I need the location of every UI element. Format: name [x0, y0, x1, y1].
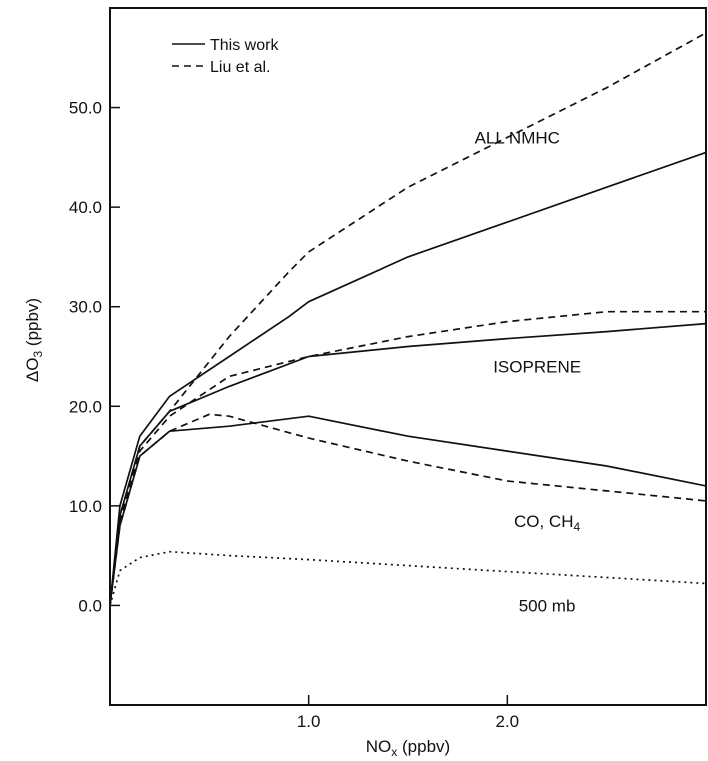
series-line-all-nmhc-dashed — [109, 32, 707, 606]
y-axis-title: ΔO3 (ppbv) — [23, 298, 45, 382]
series-line-isoprene-solid — [109, 322, 707, 606]
annotation-all-nmhc: ALL NMHC — [475, 128, 560, 147]
y-axis: 0.0 10.0 20.0 30.0 40.0 50.0 — [69, 99, 120, 615]
legend-entry-liu-et-al: Liu et al. — [210, 59, 270, 76]
series-line-co-ch4-dashed — [109, 413, 707, 606]
y-tick-label: 40.0 — [69, 198, 102, 217]
annotation-co-ch4: CO, CH4 — [514, 512, 581, 534]
series-line-co-ch4-solid — [109, 415, 707, 606]
annotation-isoprene: ISOPRENE — [493, 357, 581, 376]
annotations: ALL NMHC ISOPRENE CO, CH4 500 mb — [475, 128, 581, 615]
series-line-500-mb-dotted — [109, 550, 707, 606]
y-tick-label: 10.0 — [69, 497, 102, 516]
x-axis: 1.0 2.0 — [297, 695, 519, 731]
y-tick-label: 0.0 — [78, 596, 102, 615]
legend-entry-this-work: This work — [210, 37, 279, 54]
y-tick-label: 30.0 — [69, 298, 102, 317]
annotation-500-mb: 500 mb — [519, 596, 576, 615]
x-tick-label: 1.0 — [297, 712, 321, 731]
plot-frame — [109, 7, 707, 706]
series-layer — [109, 32, 707, 606]
x-axis-title: NOx (ppbv) — [366, 737, 450, 759]
x-tick-label: 2.0 — [496, 712, 520, 731]
y-tick-label: 20.0 — [69, 397, 102, 416]
series-line-all-nmhc-solid — [109, 151, 707, 606]
y-tick-label: 50.0 — [69, 99, 102, 118]
series-line-isoprene-dashed — [109, 310, 706, 606]
legend: This work Liu et al. — [172, 37, 279, 76]
